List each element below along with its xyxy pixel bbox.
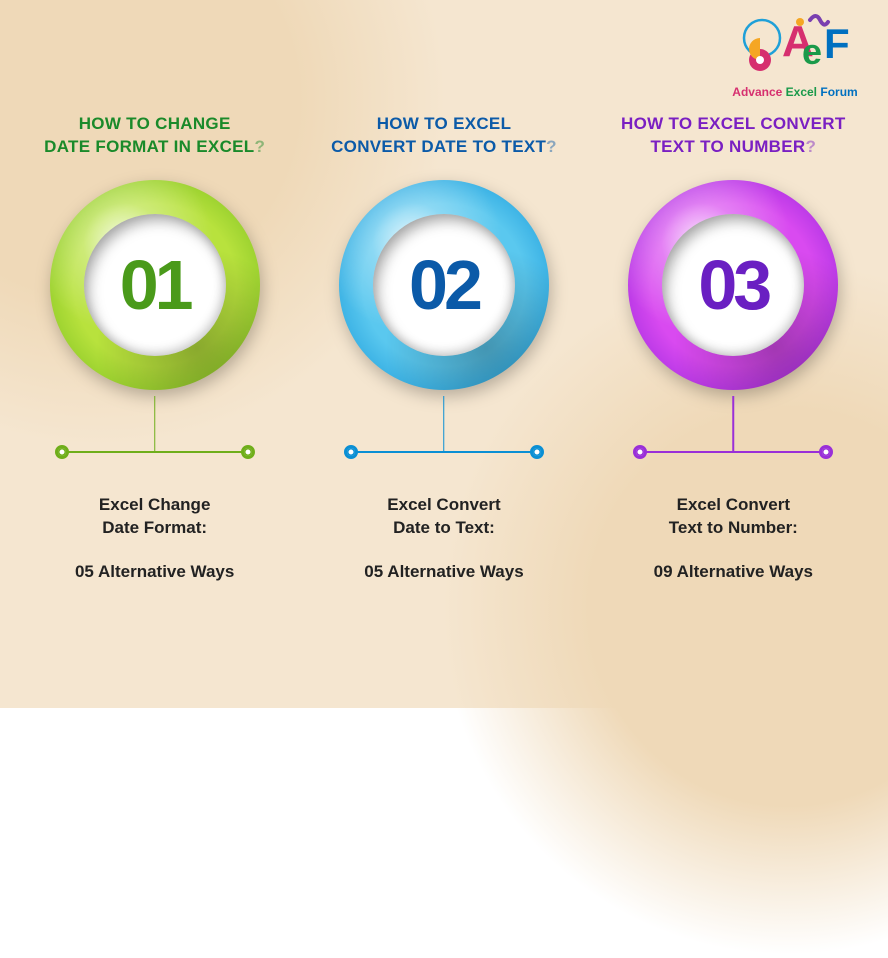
step-badge: 03 bbox=[628, 180, 838, 390]
step-altways: 05 Alternative Ways bbox=[75, 562, 234, 582]
subtitle-line-1: Excel Convert bbox=[387, 495, 500, 514]
step-column-1: HOW TO CHANGE DATE FORMAT IN EXCEL? 01 E… bbox=[15, 110, 295, 708]
heading-line-2: TEXT TO NUMBER bbox=[650, 137, 805, 156]
logo-text: Advance Excel Forum bbox=[720, 85, 870, 99]
step-number: 02 bbox=[409, 245, 479, 325]
connector-horizontal bbox=[641, 451, 825, 453]
step-badge: 01 bbox=[50, 180, 260, 390]
step-heading: HOW TO EXCEL CONVERT DATE TO TEXT? bbox=[331, 110, 557, 162]
logo-word-forum: Forum bbox=[820, 85, 857, 99]
badge-inner: 03 bbox=[662, 214, 804, 356]
step-altways: 05 Alternative Ways bbox=[364, 562, 523, 582]
columns-row: HOW TO CHANGE DATE FORMAT IN EXCEL? 01 E… bbox=[0, 110, 888, 708]
connector-dot-left bbox=[344, 445, 358, 459]
step-subtitle: Excel Change Date Format: bbox=[99, 494, 211, 540]
step-heading: HOW TO EXCEL CONVERT TEXT TO NUMBER? bbox=[621, 110, 846, 162]
step-column-2: HOW TO EXCEL CONVERT DATE TO TEXT? 02 Ex… bbox=[304, 110, 584, 708]
svg-text:e: e bbox=[802, 31, 822, 72]
subtitle-line-2: Date Format: bbox=[102, 518, 207, 537]
heading-line-1: HOW TO EXCEL CONVERT bbox=[621, 114, 846, 133]
step-subtitle: Excel Convert Text to Number: bbox=[669, 494, 798, 540]
logo-word-excel: Excel bbox=[786, 85, 821, 99]
svg-text:F: F bbox=[824, 20, 850, 67]
subtitle-line-2: Text to Number: bbox=[669, 518, 798, 537]
connector-dot-right bbox=[530, 445, 544, 459]
heading-line-1: HOW TO CHANGE bbox=[79, 114, 231, 133]
subtitle-line-1: Excel Convert bbox=[677, 495, 790, 514]
logo-icon: A e F bbox=[740, 8, 850, 78]
question-mark: ? bbox=[546, 137, 557, 156]
connector bbox=[344, 396, 544, 476]
step-subtitle: Excel Convert Date to Text: bbox=[387, 494, 500, 540]
badge-inner: 02 bbox=[373, 214, 515, 356]
connector-dot-left bbox=[633, 445, 647, 459]
connector-dot-right bbox=[241, 445, 255, 459]
logo-word-advance: Advance bbox=[732, 85, 785, 99]
step-number: 01 bbox=[120, 245, 190, 325]
connector bbox=[633, 396, 833, 476]
connector-vertical bbox=[443, 396, 445, 452]
badge-inner: 01 bbox=[84, 214, 226, 356]
heading-line-2: CONVERT DATE TO TEXT bbox=[331, 137, 546, 156]
question-mark: ? bbox=[254, 137, 265, 156]
subtitle-line-2: Date to Text: bbox=[393, 518, 495, 537]
step-number: 03 bbox=[698, 245, 768, 325]
heading-line-1: HOW TO EXCEL bbox=[377, 114, 512, 133]
connector-horizontal bbox=[352, 451, 536, 453]
connector-dot-left bbox=[55, 445, 69, 459]
step-heading: HOW TO CHANGE DATE FORMAT IN EXCEL? bbox=[44, 110, 265, 162]
step-altways: 09 Alternative Ways bbox=[654, 562, 813, 582]
connector bbox=[55, 396, 255, 476]
connector-vertical bbox=[154, 396, 156, 452]
connector-horizontal bbox=[63, 451, 247, 453]
question-mark: ? bbox=[805, 137, 816, 156]
connector-vertical bbox=[733, 396, 735, 452]
brand-logo: A e F Advance Excel Forum bbox=[720, 8, 870, 99]
step-badge: 02 bbox=[339, 180, 549, 390]
heading-line-2: DATE FORMAT IN EXCEL bbox=[44, 137, 254, 156]
subtitle-line-1: Excel Change bbox=[99, 495, 211, 514]
connector-dot-right bbox=[819, 445, 833, 459]
step-column-3: HOW TO EXCEL CONVERT TEXT TO NUMBER? 03 … bbox=[593, 110, 873, 708]
